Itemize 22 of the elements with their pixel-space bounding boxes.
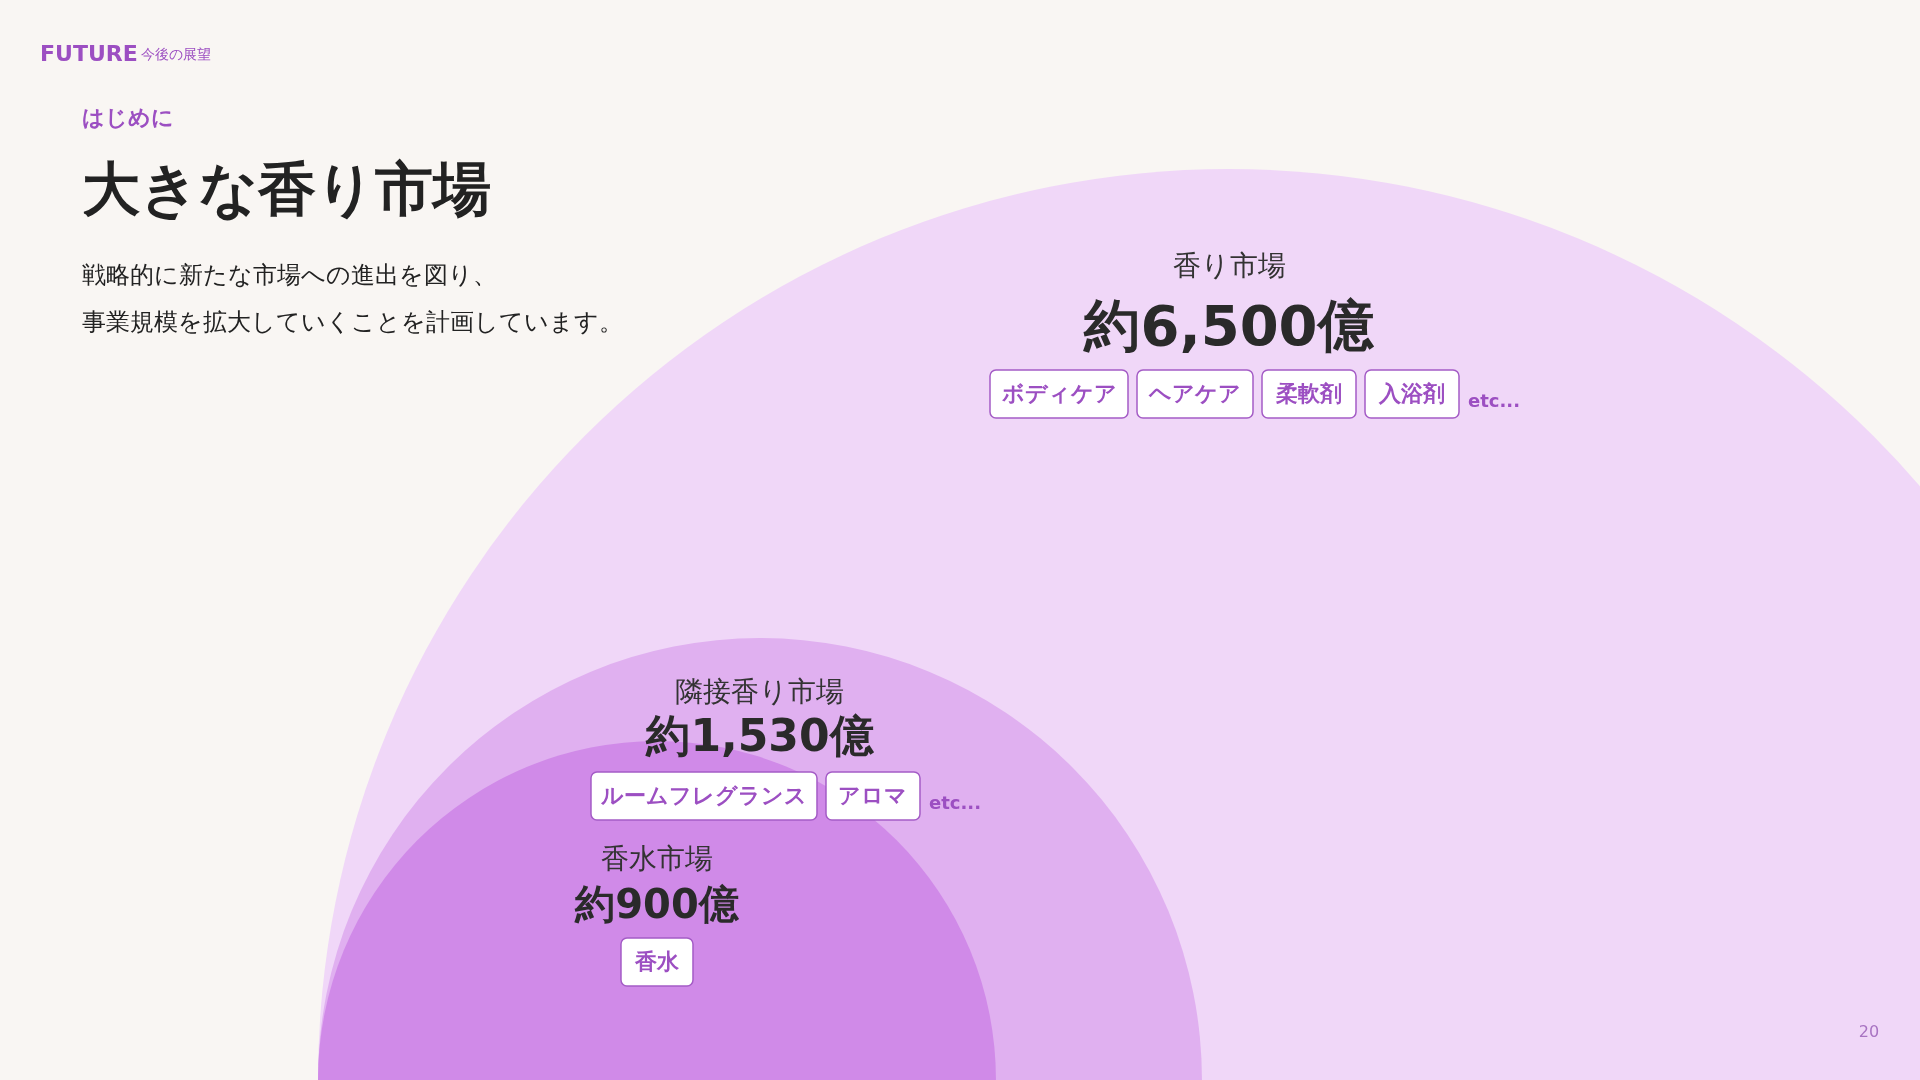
text: etc...	[1468, 390, 1520, 411]
text: etc...	[928, 792, 981, 814]
text: はじめに	[82, 105, 174, 130]
text: FUTURE	[40, 41, 138, 66]
text: 大きな香り市場	[82, 155, 491, 223]
text: ヘアケア	[1149, 381, 1241, 406]
text: 柔軟剤	[1276, 381, 1342, 406]
category-label: 隣接香り市場	[675, 675, 845, 709]
text: 戦略的に新たな市場への進出を図り、	[82, 261, 497, 289]
text: 事業規模を拡大していくことを計画しています。	[82, 308, 623, 336]
text: ルームフレグランス	[600, 783, 807, 809]
text: ボディケア	[1001, 381, 1117, 406]
data-label: 約900億	[574, 881, 740, 928]
text: アロマ	[838, 783, 908, 809]
text: 入浴剤	[1379, 381, 1445, 406]
category-label: 香水市場	[600, 842, 713, 876]
text: 20	[1858, 1022, 1880, 1041]
category-label: 香り市場	[1172, 249, 1286, 282]
data-label: 約6,500億	[1083, 293, 1375, 358]
text: 今後の展望	[141, 46, 211, 62]
data-label: 約1,530億	[645, 710, 875, 762]
text: 香水	[634, 949, 679, 975]
